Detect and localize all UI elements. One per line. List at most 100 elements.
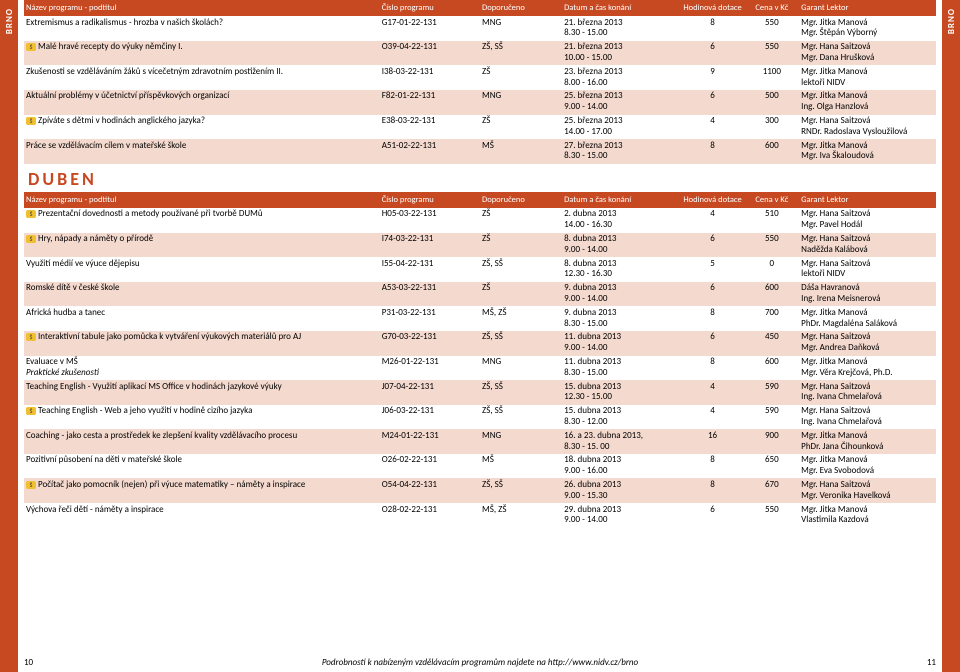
program-name: Extremismus a radikalismus - hrozba v na… [26,17,223,28]
cell-name: Aktuální problémy v účetnictví příspěvko… [24,90,380,115]
cell-date: 18. dubna 2013 9.00 - 16.00 [562,454,681,479]
th-rec: Doporučeno [480,0,562,16]
th-price: Cena v Kč [744,0,799,16]
table-row: Využití médií ve výuce dějepisuI55-04-22… [24,257,936,282]
cell-price: 550 [744,16,799,41]
cell-price: 650 [744,454,799,479]
cell-name: Pozitivní působení na děti v mateřské šk… [24,454,380,479]
cell-price: 590 [744,380,799,405]
cell-name: ŠZpíváte s dětmi v hodinách anglického j… [24,115,380,140]
table-row: Zkušenosti se vzděláváním žáků s vícečet… [24,65,936,90]
table-row: ŠPrezentační dovednosti a metody používa… [24,208,936,233]
cell-code: J06-03-22-131 [380,405,480,430]
march-table: Název programu - podtitul Číslo programu… [24,0,936,164]
page: BRNO Název programu - podtitul Číslo pro… [0,0,960,672]
cell-name: ŠInteraktivní tabule jako pomůcka k vytv… [24,331,380,356]
cell-code: M24-01-22-131 [380,429,480,454]
table-row: Extremismus a radikalismus - hrozba v na… [24,16,936,41]
cell-hrs: 6 [681,41,745,66]
cell-name: Evaluace v MŠPraktické zkušenosti [24,356,380,381]
cell-guar: Mgr. Hana Saitzová Ing. Ivana Chmelařová [799,405,936,430]
cell-hrs: 6 [681,282,745,307]
cell-guar: Mgr. Jitka Manová lektoři NIDV [799,65,936,90]
cell-hrs: 6 [681,90,745,115]
cell-price: 1100 [744,65,799,90]
cell-rec: ZŠ [480,65,562,90]
cell-code: I38-03-22-131 [380,65,480,90]
th-guar: Garant Lektor [799,0,936,16]
sablony-icon: Š [26,210,36,218]
table-row: ŠHry, nápady a náměty o příroděI74-03-22… [24,233,936,258]
th-date: Datum a čas konání [562,192,681,208]
th-code: Číslo programu [380,192,480,208]
table-row: ŠZpíváte s dětmi v hodinách anglického j… [24,115,936,140]
cell-rec: ZŠ [480,282,562,307]
cell-code: P31-03-22-131 [380,306,480,331]
table-row: ŠPočítač jako pomocník (nejen) při výuce… [24,478,936,503]
page-number-left: 10 [24,657,33,668]
march-body: Extremismus a radikalismus - hrozba v na… [24,16,936,164]
cell-price: 300 [744,115,799,140]
program-name: Africká hudba a tanec [26,307,105,318]
table-row: ŠTeaching English - Web a jeho využití v… [24,405,936,430]
th-guar: Garant Lektor [799,192,936,208]
th-name: Název programu - podtitul [24,192,380,208]
table-row: Pozitivní působení na děti v mateřské šk… [24,454,936,479]
cell-hrs: 4 [681,115,745,140]
program-name: Prezentační dovednosti a metody používan… [38,208,263,219]
cell-rec: MŠ, ZŠ [480,306,562,331]
table-row: Romské dítě v české školeA53-03-22-131ZŠ… [24,282,936,307]
april-table: Název programu - podtitul Číslo programu… [24,192,936,528]
sablony-icon: Š [26,235,36,243]
sablony-icon: Š [26,407,36,415]
program-name: Využití médií ve výuce dějepisu [26,258,140,269]
program-name: Romské dítě v české škole [26,282,120,293]
cell-guar: Mgr. Hana Saitzová Ing. Ivana Chmelařová [799,380,936,405]
cell-code: O28-02-22-131 [380,503,480,528]
cell-hrs: 8 [681,16,745,41]
cell-guar: Mgr. Jitka Manová PhDr. Magdaléna Saláko… [799,306,936,331]
cell-date: 25. března 2013 9.00 - 14.00 [562,90,681,115]
side-tab-right: BRNO [942,0,960,672]
page-number-right: 11 [927,657,936,668]
cell-rec: ZŠ, SŠ [480,380,562,405]
cell-hrs: 5 [681,257,745,282]
program-name: Malé hravé recepty do výuky němčiny I. [38,41,183,52]
side-label-right: BRNO [946,8,957,34]
cell-name: ŠPrezentační dovednosti a metody používa… [24,208,380,233]
cell-name: ŠPočítač jako pomocník (nejen) při výuce… [24,478,380,503]
cell-price: 900 [744,429,799,454]
cell-date: 9. dubna 2013 9.00 - 14.00 [562,282,681,307]
cell-guar: Mgr. Hana Saitzová Mgr. Andrea Daňková [799,331,936,356]
program-name: Interaktivní tabule jako pomůcka k vytvá… [38,331,301,342]
program-name: Pozitivní působení na děti v mateřské šk… [26,454,182,465]
cell-hrs: 9 [681,65,745,90]
table-row: ŠInteraktivní tabule jako pomůcka k vytv… [24,331,936,356]
cell-code: M26-01-22-131 [380,356,480,381]
cell-price: 550 [744,41,799,66]
cell-hrs: 8 [681,139,745,164]
sablony-icon: Š [26,481,36,489]
cell-guar: Mgr. Hana Saitzová Naděžda Kalábová [799,233,936,258]
cell-guar: Mgr. Jitka Manová Vlastimila Kazdová [799,503,936,528]
cell-guar: Mgr. Hana Saitzová lektoři NIDV [799,257,936,282]
cell-rec: ZŠ, SŠ [480,478,562,503]
cell-hrs: 4 [681,380,745,405]
cell-rec: MNG [480,16,562,41]
cell-date: 11. dubna 2013 9.00 - 14.00 [562,331,681,356]
cell-date: 9. dubna 2013 8.30 - 15.00 [562,306,681,331]
cell-date: 26. dubna 2013 9.00 - 15.30 [562,478,681,503]
cell-price: 670 [744,478,799,503]
table-row: ŠMalé hravé recepty do výuky němčiny I.O… [24,41,936,66]
side-tab-left: BRNO [0,0,18,672]
cell-name: Coaching - jako cesta a prostředek ke zl… [24,429,380,454]
cell-rec: MŠ [480,454,562,479]
th-hours: Hodinová dotace [681,0,745,16]
cell-date: 25. března 2013 14.00 - 17.00 [562,115,681,140]
footer-text: Podrobnosti k nabízeným vzdělávacím prog… [322,657,638,668]
cell-code: O39-04-22-131 [380,41,480,66]
program-name: Zkušenosti se vzděláváním žáků s vícečet… [26,66,283,77]
cell-guar: Mgr. Jitka Manová Mgr. Iva Škaloudová [799,139,936,164]
cell-date: 21. března 2013 10.00 - 15.00 [562,41,681,66]
cell-code: H05-03-22-131 [380,208,480,233]
